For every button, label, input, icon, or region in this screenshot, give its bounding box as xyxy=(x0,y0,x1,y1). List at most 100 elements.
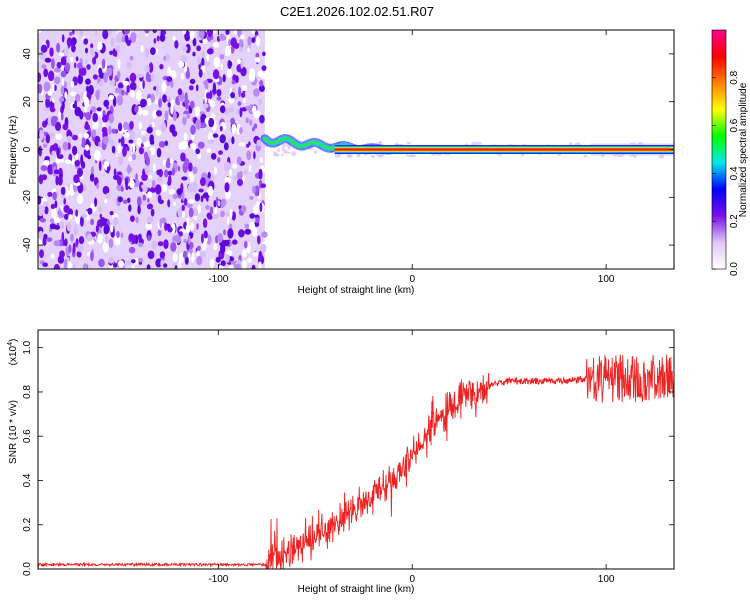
noise-speckle xyxy=(106,67,113,77)
noise-speckle xyxy=(203,80,209,86)
noise-speckle xyxy=(224,161,231,172)
noise-speckle xyxy=(70,233,74,242)
noise-speckle xyxy=(229,169,232,176)
noise-speckle xyxy=(244,223,250,229)
noise-speckle xyxy=(255,217,260,224)
noise-speckle xyxy=(226,68,232,78)
signal-halo-speckle xyxy=(280,153,284,156)
noise-speckle xyxy=(60,70,67,78)
noise-speckle xyxy=(189,30,195,40)
noise-speckle xyxy=(81,213,88,218)
noise-speckle xyxy=(42,143,48,148)
noise-speckle xyxy=(92,112,98,123)
noise-speckle xyxy=(170,242,177,252)
noise-speckle xyxy=(60,205,63,211)
noise-speckle xyxy=(147,235,151,241)
noise-speckle xyxy=(172,253,178,263)
noise-speckle xyxy=(227,60,233,68)
spectrogram-x-ticks: -100 0 100 xyxy=(208,30,615,285)
noise-speckle xyxy=(51,83,55,92)
noise-speckle xyxy=(55,133,63,141)
noise-speckle xyxy=(53,240,61,247)
noise-speckle xyxy=(233,42,240,49)
noise-speckle xyxy=(206,148,212,153)
noise-speckle xyxy=(224,45,232,57)
noise-speckle xyxy=(43,201,48,206)
noise-speckle xyxy=(155,48,159,55)
noise-speckle xyxy=(121,89,125,96)
noise-speckle xyxy=(57,255,65,264)
noise-speckle xyxy=(236,30,242,38)
noise-speckle xyxy=(237,58,242,64)
signal-halo-speckle xyxy=(291,151,297,157)
noise-speckle xyxy=(38,145,42,157)
noise-speckle xyxy=(124,30,130,35)
noise-speckle xyxy=(167,226,173,233)
spectrogram-y-ticks: -40 -20 0 20 40 xyxy=(22,48,674,252)
noise-speckle xyxy=(69,31,73,36)
noise-speckle xyxy=(226,216,230,225)
noise-speckle xyxy=(50,253,55,259)
svg-text:(x104): (x104) xyxy=(7,339,19,366)
snr-y-tick-label: 0.2 xyxy=(22,517,33,531)
noise-speckle xyxy=(195,148,200,155)
snr-y-tick-label: 0.6 xyxy=(22,429,33,443)
noise-speckle xyxy=(161,217,167,224)
noise-speckle xyxy=(254,110,261,117)
noise-speckle xyxy=(75,209,78,217)
noise-speckle xyxy=(150,208,155,217)
noise-speckle xyxy=(246,143,250,148)
noise-speckle xyxy=(102,30,109,40)
noise-speckle xyxy=(150,47,156,55)
colorbar-tick-label: 0.8 xyxy=(729,70,740,84)
snr-y-tick-label: 0.4 xyxy=(22,473,33,487)
noise-speckle xyxy=(253,123,258,129)
noise-speckle xyxy=(84,124,90,130)
noise-speckle xyxy=(199,251,207,258)
noise-speckle xyxy=(113,168,117,178)
noise-speckle xyxy=(239,46,243,53)
noise-speckle xyxy=(259,114,265,124)
noise-speckle xyxy=(178,231,183,237)
noise-speckle xyxy=(229,208,233,219)
noise-speckle xyxy=(242,251,247,258)
noise-speckle xyxy=(206,92,211,99)
noise-speckle xyxy=(232,176,238,181)
noise-speckle xyxy=(89,173,95,182)
noise-speckle xyxy=(42,262,48,268)
noise-speckle xyxy=(214,207,217,215)
noise-speckle xyxy=(231,80,236,85)
noise-speckle xyxy=(131,234,137,245)
noise-speckle xyxy=(238,229,245,238)
noise-speckle xyxy=(162,30,167,36)
colorbar-tick-label: 0.4 xyxy=(729,166,740,180)
noise-speckle xyxy=(239,127,243,134)
noise-speckle xyxy=(164,110,169,121)
noise-speckle xyxy=(162,94,168,103)
noise-speckle xyxy=(231,123,237,134)
noise-speckle xyxy=(51,150,56,156)
noise-speckle xyxy=(84,96,90,108)
noise-speckle xyxy=(43,68,49,78)
noise-speckle xyxy=(232,74,237,83)
snr-y-tick-label: 0.0 xyxy=(22,562,33,576)
noise-speckle xyxy=(124,177,129,188)
noise-speckle xyxy=(58,52,66,57)
noise-speckle xyxy=(222,35,227,41)
noise-speckle xyxy=(183,113,187,118)
noise-speckle xyxy=(38,83,43,94)
noise-speckle xyxy=(178,260,181,269)
noise-speckle xyxy=(190,143,196,149)
noise-speckle xyxy=(149,140,155,145)
noise-speckle xyxy=(260,183,266,188)
noise-speckle xyxy=(38,174,44,185)
noise-speckle xyxy=(240,66,247,77)
noise-speckle xyxy=(237,178,243,187)
noise-speckle xyxy=(65,186,69,197)
noise-speckle xyxy=(104,199,108,204)
noise-speckle xyxy=(135,216,139,224)
noise-speckle xyxy=(87,154,92,160)
noise-speckle xyxy=(207,30,213,38)
noise-speckle xyxy=(249,213,256,219)
snr-x-tick-label: 0 xyxy=(409,574,415,585)
